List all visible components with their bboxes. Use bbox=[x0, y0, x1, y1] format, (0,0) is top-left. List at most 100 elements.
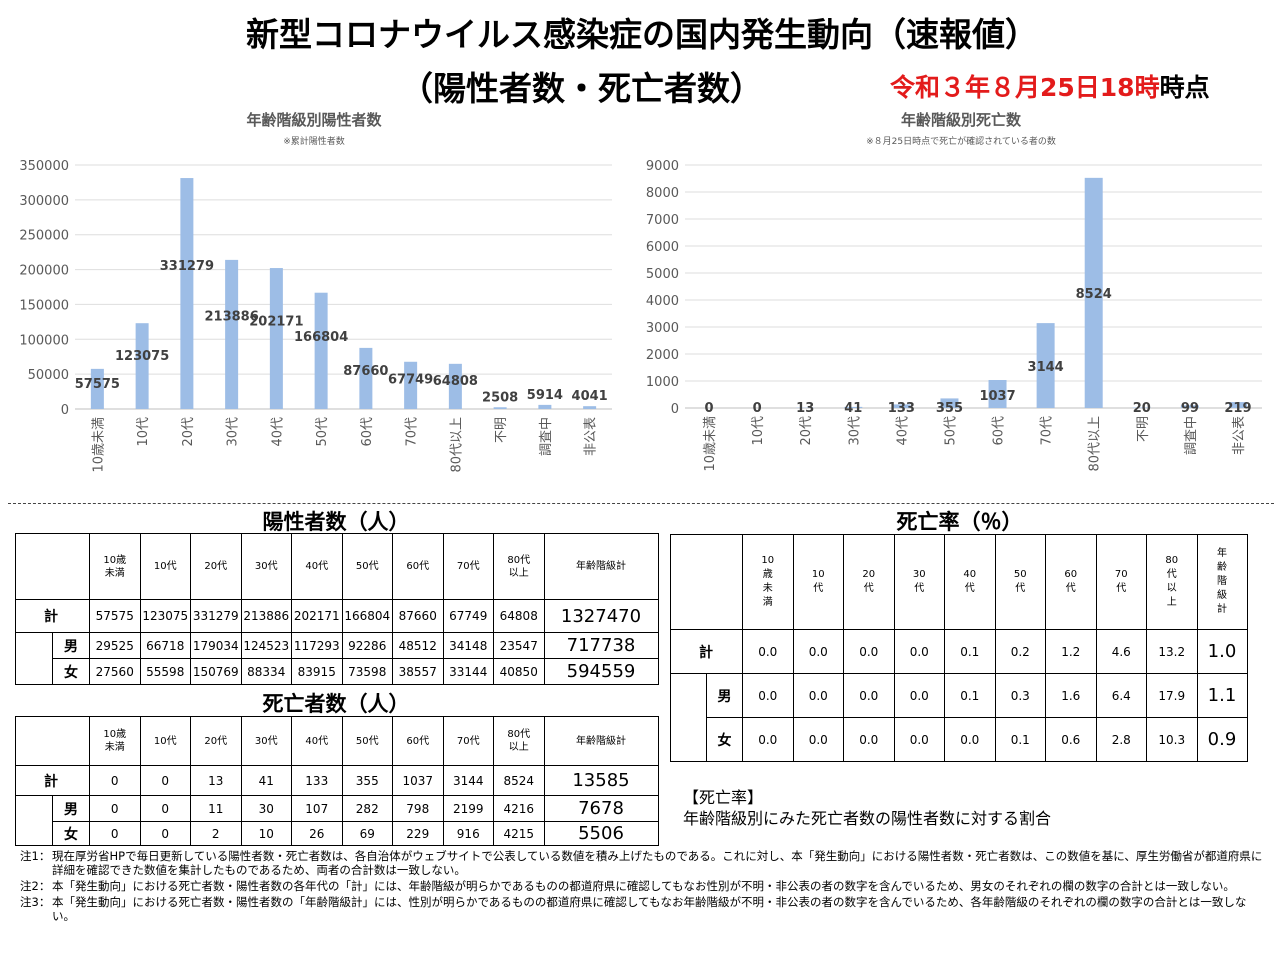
table-cell: 0.1 bbox=[944, 629, 996, 674]
row-indent bbox=[15, 658, 53, 685]
table-row: 女 0 0 2 10 26 69 229 916 4215 5506 bbox=[15, 821, 659, 846]
table-cell: 202171 bbox=[291, 599, 343, 633]
bar bbox=[448, 363, 462, 409]
footnote-text: 本「発生動向」における死亡者数・陽性者数の各年代の「計」には、年齢階級が明らかで… bbox=[52, 879, 1235, 893]
table-row: 女 27560 55598 150769 88334 83915 73598 38557 331… bbox=[15, 658, 659, 685]
row-total: 0.9 bbox=[1196, 717, 1248, 762]
bar-value-label: 64808 bbox=[433, 374, 478, 389]
table-cell: 331279 bbox=[190, 599, 242, 633]
row-label: 計 bbox=[15, 765, 90, 796]
x-tick-label: 20代 bbox=[799, 416, 814, 446]
bar bbox=[404, 361, 418, 409]
table-cell: 229 bbox=[392, 821, 444, 846]
column-header: 70代 bbox=[442, 533, 494, 600]
table-cell: 29525 bbox=[89, 632, 141, 659]
x-tick-label: 不明 bbox=[1136, 416, 1151, 442]
row-total: 7678 bbox=[543, 795, 659, 822]
row-label: 男 bbox=[706, 673, 743, 718]
y-tick-label: 1000 bbox=[646, 375, 679, 390]
table-cell: 107 bbox=[291, 795, 343, 822]
table-cell: 124523 bbox=[240, 632, 292, 659]
table-cell: 0.0 bbox=[742, 717, 794, 762]
footnote: 注1： 現在厚労省HPで毎日更新している陽性者数・死亡者数は、各自治体がウェブサイ… bbox=[20, 849, 1268, 877]
bar-value-label: 166804 bbox=[294, 330, 348, 345]
chart-title: 年齢階級別陽性者数 bbox=[246, 111, 382, 129]
table-cell: 33144 bbox=[442, 658, 494, 685]
y-tick-label: 0 bbox=[61, 403, 69, 418]
column-header: 40代 bbox=[291, 533, 343, 600]
x-tick-label: 10代 bbox=[751, 416, 766, 446]
x-tick-label: 60代 bbox=[992, 416, 1007, 446]
table-cell: 133 bbox=[291, 765, 343, 796]
x-tick-label: 30代 bbox=[847, 416, 862, 446]
footnote-label: 注1： bbox=[20, 849, 51, 863]
table-cell: 27560 bbox=[89, 658, 141, 685]
bar-value-label: 87660 bbox=[343, 364, 388, 379]
bar-value-label: 41 bbox=[844, 401, 862, 416]
column-header: 50代 bbox=[341, 716, 393, 766]
page-subtitle: （陽性者数・死亡者数） bbox=[400, 69, 763, 108]
column-header: 70代 bbox=[442, 716, 494, 766]
x-tick-label: 10代 bbox=[136, 417, 151, 447]
column-header: 年齢階級計 bbox=[543, 716, 659, 766]
row-total: 1.1 bbox=[1196, 673, 1248, 718]
column-header: 30代 bbox=[240, 716, 292, 766]
table-cell: 73598 bbox=[341, 658, 393, 685]
section-divider bbox=[8, 503, 1274, 504]
header-corner bbox=[670, 534, 743, 630]
table-cell: 17.9 bbox=[1146, 673, 1198, 718]
table-cell: 4215 bbox=[493, 821, 545, 846]
footnote-text: 本「発生動向」における死亡者数・陽性者数の「年齢階級計」には、性別が明らかである… bbox=[52, 895, 1247, 923]
chart-subtitle: ※累計陽性者数 bbox=[283, 135, 345, 147]
y-tick-label: 350000 bbox=[19, 159, 69, 174]
column-header: 10歳未満 bbox=[89, 533, 141, 600]
column-header: 80代以上 bbox=[493, 716, 545, 766]
bar-value-label: 123075 bbox=[115, 349, 169, 364]
mortality-note-text: 年齢階級別にみた死亡者数の陽性者数に対する割合 bbox=[683, 809, 1052, 828]
column-header: 60代 bbox=[392, 533, 444, 600]
column-header: 20代 bbox=[190, 533, 242, 600]
x-tick-label: 10歳未満 bbox=[703, 416, 718, 472]
table-cell: 67749 bbox=[442, 599, 494, 633]
x-tick-label: 10歳未満 bbox=[91, 417, 106, 473]
table-cell: 4.6 bbox=[1095, 629, 1147, 674]
bar bbox=[359, 347, 373, 409]
mortality-note-heading: 【死亡率】 bbox=[683, 788, 764, 807]
table-cell: 83915 bbox=[291, 658, 343, 685]
as-of-date-value: 令和３年８月25日18時 bbox=[890, 73, 1160, 102]
bar-value-label: 5914 bbox=[527, 388, 563, 403]
column-header: 30代 bbox=[240, 533, 292, 600]
y-tick-label: 2000 bbox=[646, 348, 679, 363]
y-tick-label: 4000 bbox=[646, 294, 679, 309]
table-row: 計 0 0 13 41 133 355 1037 3144 8524 13585 bbox=[15, 765, 659, 796]
table-cell: 48512 bbox=[392, 632, 444, 659]
table-cell: 1037 bbox=[392, 765, 444, 796]
table-cell: 0.0 bbox=[843, 717, 895, 762]
chart-title: 年齢階級別死亡数 bbox=[901, 111, 1022, 129]
row-label: 計 bbox=[670, 629, 743, 674]
footnote: 注3： 本「発生動向」における死亡者数・陽性者数の「年齢階級計」には、性別が明らか… bbox=[20, 895, 1268, 923]
table-cell: 282 bbox=[341, 795, 393, 822]
bar bbox=[493, 407, 507, 409]
row-total: 13585 bbox=[543, 765, 659, 796]
row-label: 女 bbox=[706, 717, 743, 762]
deaths-bar-chart: 年齢階級別死亡数※８月25日時点で死亡が確認されている者の数0100020003… bbox=[646, 111, 1262, 472]
bar-value-label: 20 bbox=[1133, 401, 1151, 416]
x-tick-label: 40代 bbox=[270, 417, 285, 447]
table-cell: 0.0 bbox=[893, 673, 945, 718]
table-cell: 0.6 bbox=[1045, 717, 1097, 762]
row-indent bbox=[15, 795, 53, 822]
table-cell: 11 bbox=[190, 795, 242, 822]
chart-subtitle: ※８月25日時点で死亡が確認されている者の数 bbox=[866, 135, 1056, 147]
table-cell: 1.2 bbox=[1045, 629, 1097, 674]
x-tick-label: 70代 bbox=[1040, 416, 1055, 446]
y-tick-label: 7000 bbox=[646, 213, 679, 228]
table-cell: 0 bbox=[89, 765, 141, 796]
bar bbox=[988, 380, 1007, 408]
bar bbox=[269, 268, 283, 409]
row-label: 女 bbox=[52, 821, 90, 846]
table-cell: 798 bbox=[392, 795, 444, 822]
